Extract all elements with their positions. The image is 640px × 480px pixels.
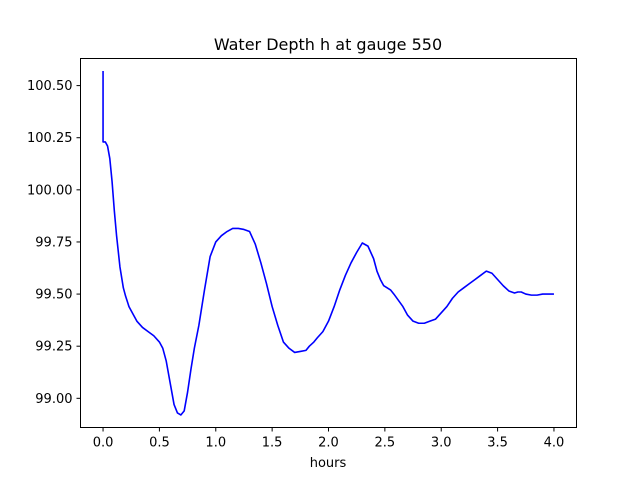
x-tick-label: 0.5: [149, 436, 170, 451]
x-tick-label: 1.0: [205, 436, 226, 451]
y-tick-label: 99.50: [35, 288, 72, 303]
y-tick-label: 99.25: [35, 340, 72, 355]
x-axis: 0.0 0.5 1.0 1.5 2.0 2.5 3.0 3.5 4.0: [93, 427, 565, 451]
x-tick-label: 2.0: [318, 436, 339, 451]
chart-title: Water Depth h at gauge 550: [214, 35, 442, 54]
axes-frame: [80, 58, 577, 428]
y-tick-label: 99.75: [35, 235, 72, 250]
y-tick-label: 100.25: [27, 131, 73, 146]
y-tick-label: 100.00: [27, 183, 73, 198]
x-tick-label: 3.0: [431, 436, 452, 451]
x-axis-label: hours: [310, 456, 347, 471]
plot-area: [80, 58, 577, 428]
y-tick-label: 99.00: [35, 392, 72, 407]
x-tick-label: 0.0: [93, 436, 114, 451]
y-tick-label: 100.50: [27, 79, 73, 94]
x-tick-label: 2.5: [375, 436, 396, 451]
y-axis: 99.00 99.25 99.50 99.75 100.00 100.25 100.50: [27, 79, 81, 407]
series-line-water-depth: [102, 71, 554, 416]
x-tick-label: 4.0: [544, 436, 565, 451]
x-tick-label: 1.5: [262, 436, 283, 451]
x-tick-label: 3.5: [487, 436, 508, 451]
